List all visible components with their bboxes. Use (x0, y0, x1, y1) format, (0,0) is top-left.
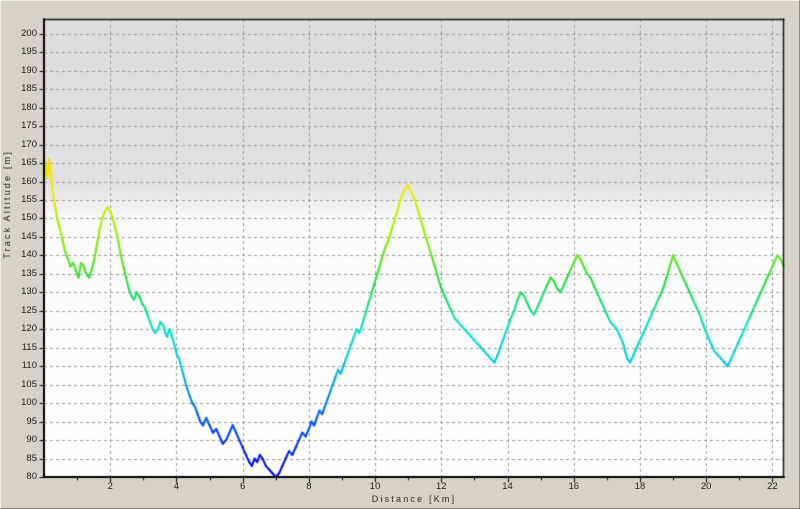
y-tick-label: 130 (21, 286, 37, 298)
x-tick-label: 12 (436, 481, 447, 492)
x-tick-label: 22 (767, 481, 778, 492)
y-tick-label: 175 (21, 120, 37, 132)
x-tick-label: 2 (107, 481, 113, 492)
x-tick-label: 8 (306, 481, 312, 492)
y-tick-label: 165 (21, 157, 37, 169)
x-axis-title: Distance [Km] (371, 494, 457, 504)
y-tick-label: 155 (21, 193, 37, 205)
y-tick-label: 170 (21, 138, 37, 150)
y-tick-label: 195 (21, 46, 37, 58)
plot-area[interactable] (44, 19, 784, 477)
y-tick-label: 140 (21, 249, 37, 261)
x-tick-label: 14 (502, 481, 513, 492)
y-tick-label: 150 (21, 212, 37, 224)
y-tick-label: 200 (21, 27, 37, 39)
y-tick-label: 185 (21, 83, 37, 95)
y-tick-label: 180 (21, 101, 37, 113)
y-tick-label: 85 (26, 452, 37, 464)
y-tick-label: 105 (21, 378, 37, 390)
x-tick-label: 16 (568, 481, 580, 492)
y-tick-label: 145 (21, 230, 37, 242)
y-tick-label: 115 (21, 341, 37, 353)
y-tick-label: 160 (21, 175, 37, 187)
y-tick-label: 90 (26, 434, 37, 446)
x-tick-label: 4 (173, 481, 180, 492)
y-tick-label: 100 (21, 397, 37, 409)
x-tick-label: 20 (700, 481, 712, 492)
y-tick-label: 125 (21, 304, 37, 316)
x-tick-label: 6 (240, 481, 246, 492)
y-tick-label: 190 (21, 64, 37, 76)
x-tick-label: 18 (634, 481, 646, 492)
x-tick-label: 10 (369, 481, 381, 492)
y-tick-label: 80 (26, 471, 37, 482)
y-tick-label: 95 (26, 415, 37, 427)
y-tick-label: 110 (21, 360, 37, 372)
y-tick-label: 120 (21, 323, 37, 335)
y-tick-label: 135 (21, 267, 37, 279)
